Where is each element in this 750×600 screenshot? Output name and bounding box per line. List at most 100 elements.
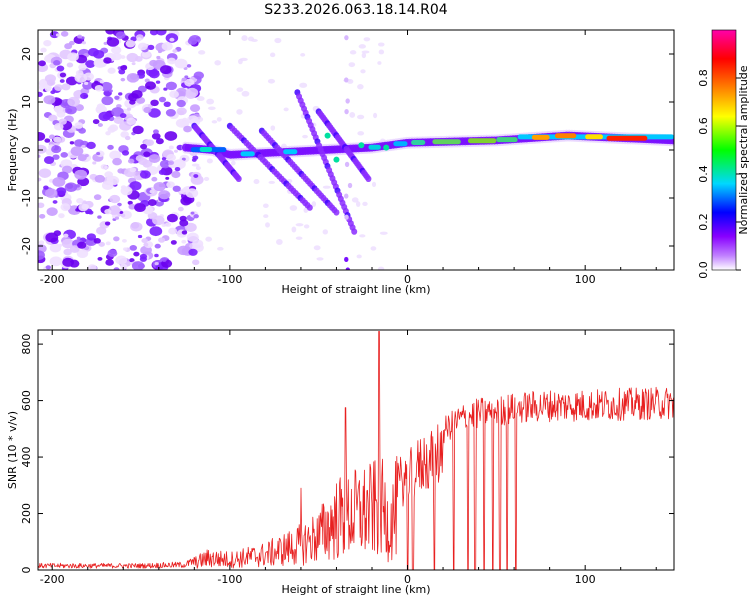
snr-ytick-label: 0 (20, 567, 33, 574)
noise-blob (131, 89, 143, 99)
noise-blob (149, 226, 163, 237)
noise-blob (120, 213, 126, 218)
noise-blob-sparse (361, 50, 370, 54)
noise-blob (98, 241, 105, 247)
noise-blob (161, 42, 173, 51)
snr-xtick-label: 100 (575, 573, 596, 586)
noise-blob-sparse (363, 37, 371, 42)
noise-blob-sparse (356, 254, 362, 259)
noise-blob (147, 199, 157, 206)
noise-blob (107, 249, 118, 257)
noise-blob (172, 185, 181, 192)
noise-blob (103, 41, 108, 45)
noise-blob-sparse (311, 201, 317, 207)
noise-blob (38, 168, 52, 178)
column-blob (344, 256, 349, 263)
tone-hotspot (358, 142, 365, 149)
noise-blob-sparse (349, 111, 356, 118)
noise-blob (154, 243, 161, 249)
noise-blob-sparse (247, 36, 255, 42)
noise-blob (38, 60, 46, 67)
noise-blob (54, 84, 63, 91)
noise-blob (177, 206, 184, 212)
noise-blob (69, 141, 75, 145)
noise-blob (115, 31, 126, 39)
noise-blob (119, 113, 127, 119)
noise-blob (56, 110, 66, 118)
noise-blob (39, 213, 46, 219)
noise-blob-sparse (198, 50, 206, 55)
column-blob (344, 109, 349, 115)
noise-blob (141, 50, 151, 58)
noise-blob (58, 213, 65, 219)
noise-blob (148, 154, 161, 163)
noise-blob-sparse (299, 82, 308, 88)
noise-blob (86, 141, 96, 150)
noise-blob (106, 175, 114, 181)
noise-blob (81, 41, 87, 45)
noise-blob (53, 136, 62, 143)
noise-blob (75, 69, 84, 76)
spec-xtick-label: -100 (217, 273, 242, 286)
noise-blob-sparse (216, 117, 222, 122)
noise-blob-sparse (203, 176, 210, 182)
noise-blob (97, 123, 103, 128)
noise-blob-sparse (239, 57, 248, 62)
noise-blob (103, 57, 112, 64)
column-blob (344, 161, 350, 167)
noise-blob (190, 211, 195, 215)
noise-blob (38, 177, 42, 182)
noise-blob-sparse (378, 49, 385, 55)
noise-blob-sparse (377, 42, 385, 47)
noise-blob (59, 79, 65, 83)
noise-blob (171, 171, 181, 179)
noise-blob (127, 158, 135, 164)
noise-blob (151, 176, 158, 182)
tone-peak-segment (585, 134, 603, 140)
noise-blob (77, 241, 87, 249)
noise-blob (61, 165, 73, 174)
noise-blob (111, 46, 122, 55)
snr-xtick-label: 0 (404, 573, 411, 586)
noise-blob (134, 56, 143, 62)
noise-blob (40, 47, 47, 53)
noise-blob (166, 213, 178, 223)
snr-y-ticks: 0 200 400 600 800 (20, 334, 674, 574)
snr-x-ticks: -200 -100 0 100 (40, 330, 657, 586)
noise-blob (115, 255, 128, 265)
noise-blob (129, 181, 142, 191)
noise-blob (65, 105, 77, 115)
noise-blob (130, 221, 143, 232)
noise-blob (70, 146, 84, 157)
noise-blob (128, 203, 136, 210)
column-blob (344, 214, 349, 220)
noise-blob (109, 150, 122, 160)
noise-blob (105, 259, 114, 266)
noise-blob (96, 226, 107, 235)
noise-blob (81, 144, 86, 149)
noise-blob (169, 37, 175, 42)
noise-blob (61, 83, 71, 91)
noise-blob-sparse (291, 226, 297, 233)
noise-blob (183, 125, 192, 133)
noise-blob (74, 104, 84, 112)
column-blob (347, 182, 353, 189)
noise-blob (78, 63, 87, 71)
noise-blob (129, 99, 136, 105)
noise-blob (148, 69, 160, 79)
noise-blob (75, 208, 80, 212)
noise-blob (101, 95, 114, 106)
noise-blob (44, 74, 57, 83)
noise-blob-sparse (303, 207, 309, 213)
snr-series-line (38, 331, 674, 570)
noise-blob (168, 145, 174, 150)
noise-blob (58, 118, 67, 125)
column-blob (344, 193, 349, 199)
noise-blob (60, 151, 68, 158)
noise-blob (156, 55, 161, 60)
noise-blob (155, 30, 167, 36)
noise-blob-sparse (379, 231, 388, 235)
snr-ytick-label: 600 (20, 390, 33, 411)
noise-blob-sparse (276, 239, 283, 245)
noise-blob (172, 49, 178, 53)
